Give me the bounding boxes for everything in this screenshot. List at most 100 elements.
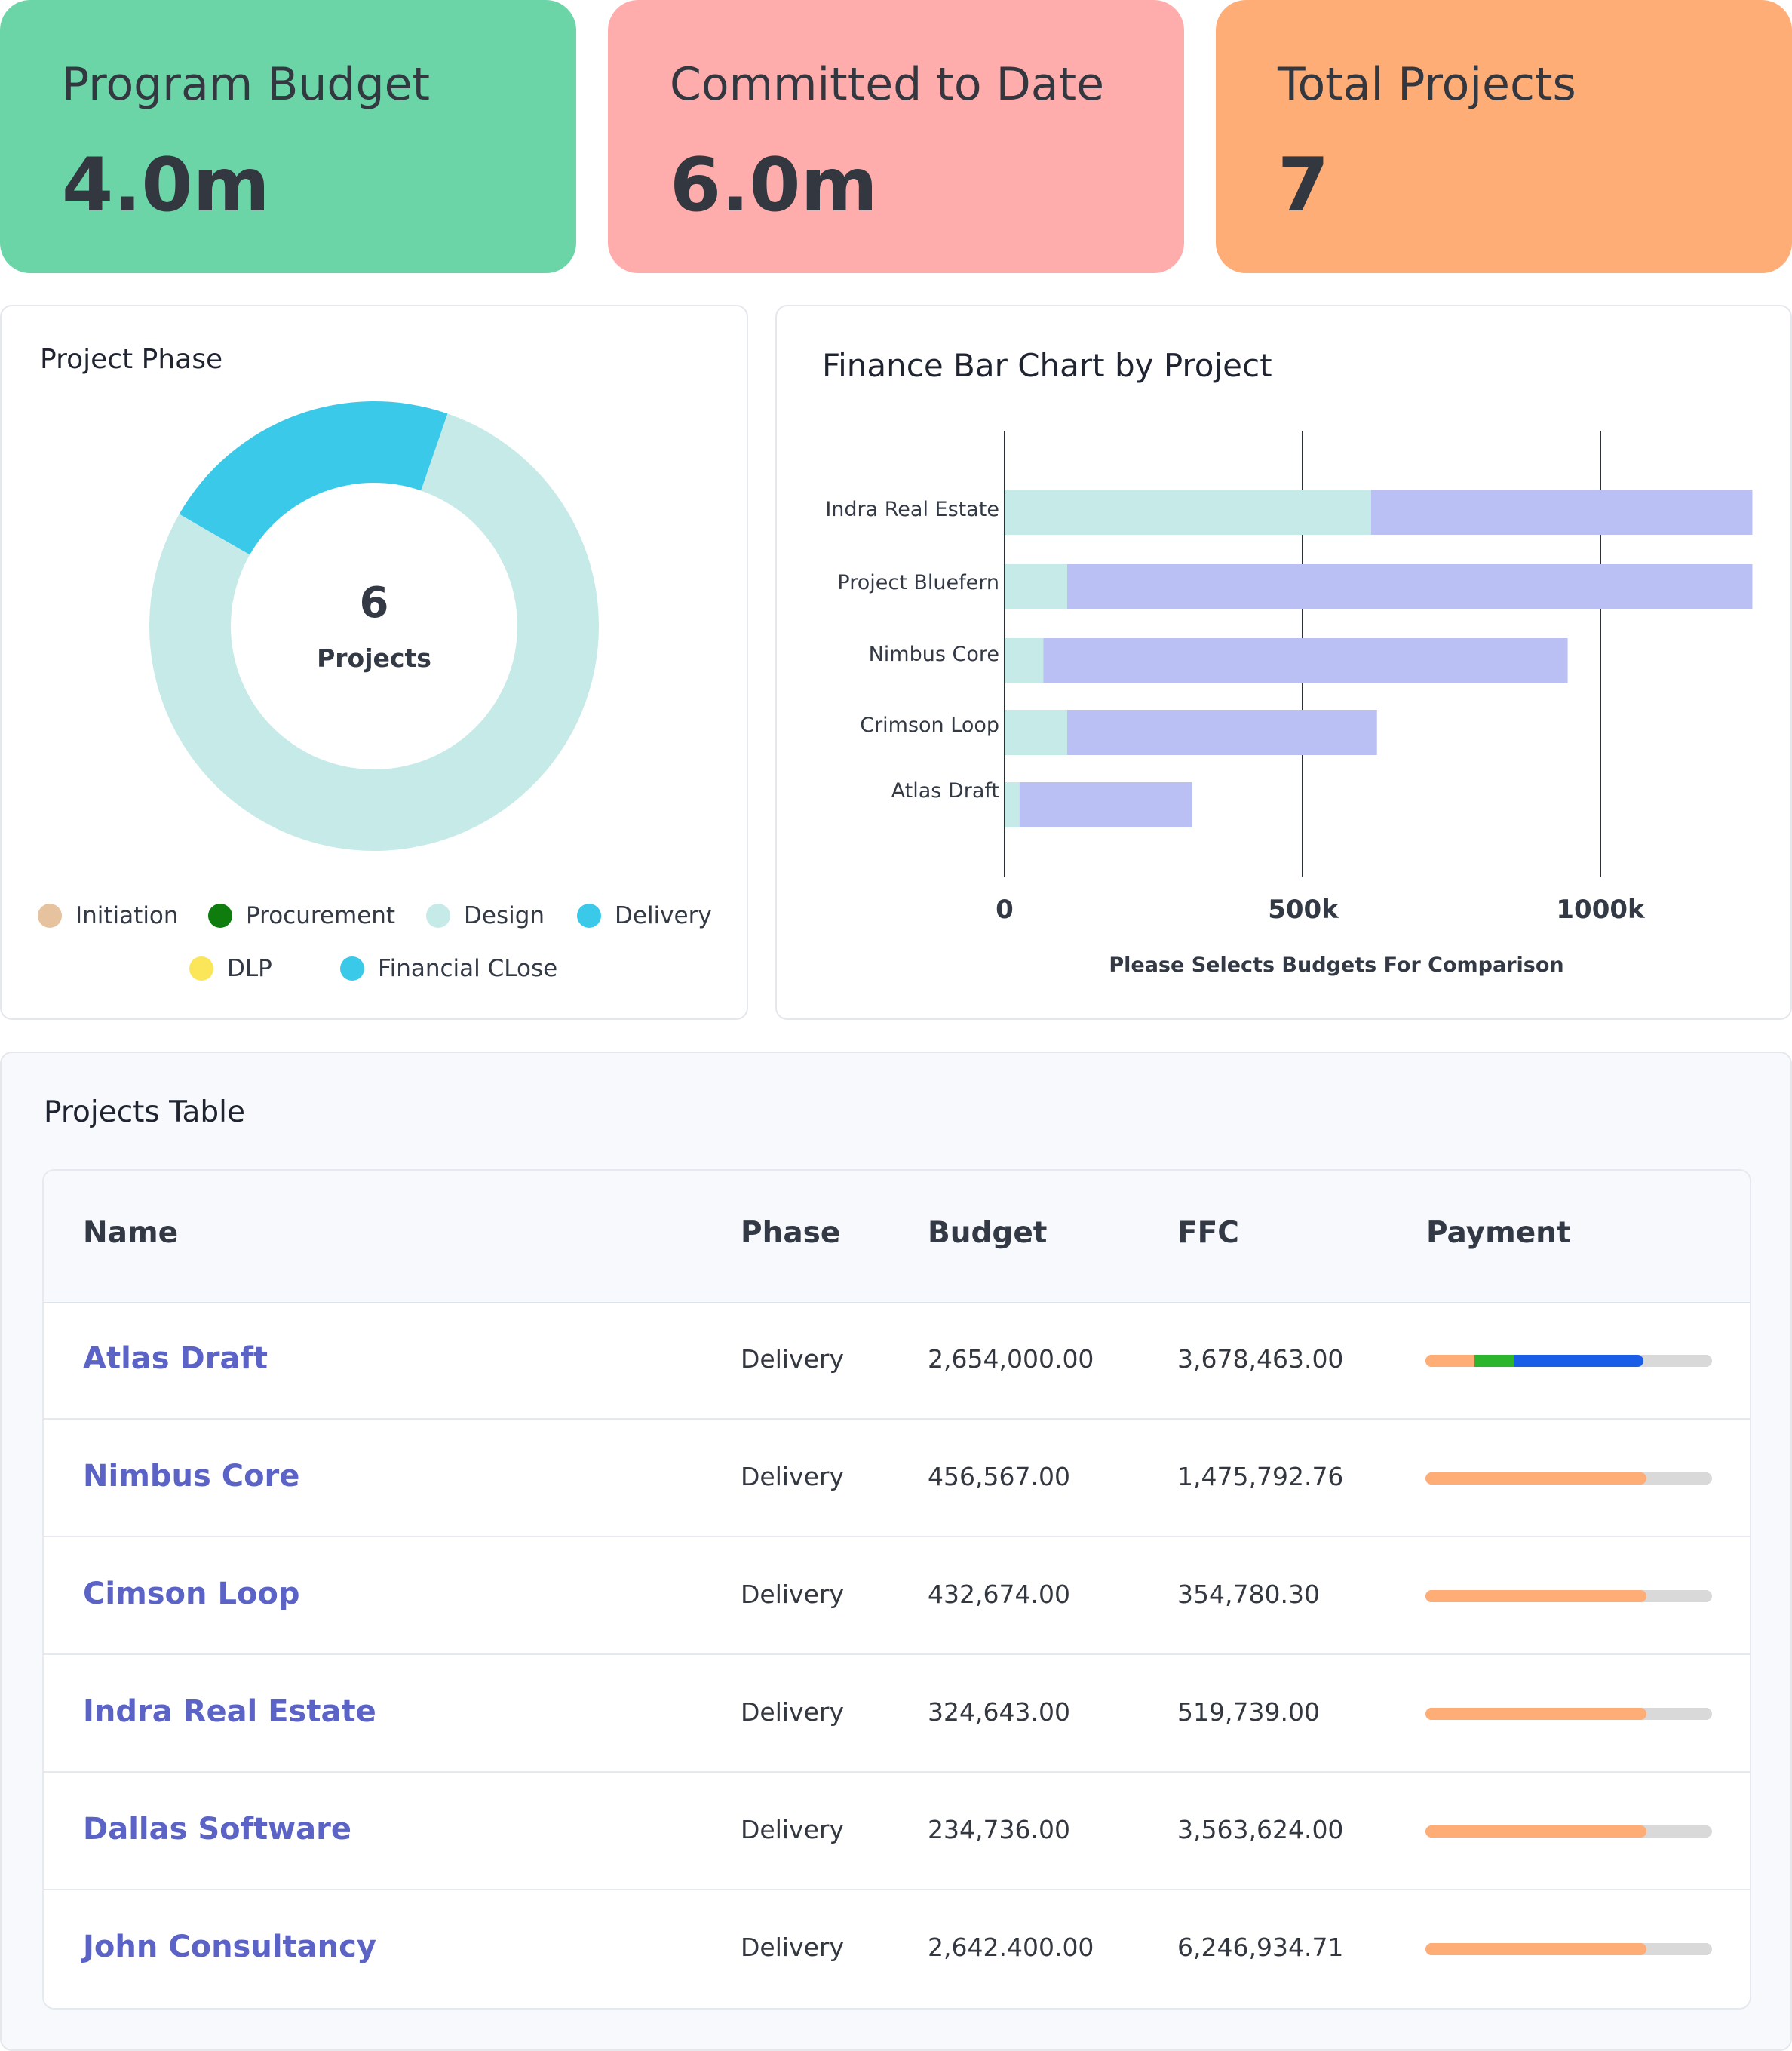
- legend-delivery-label: Delivery: [615, 902, 712, 929]
- payment-segment: [1425, 1825, 1646, 1838]
- project-name-link[interactable]: Atlas Draft: [83, 1341, 268, 1376]
- legend-procurement[interactable]: Procurement: [208, 902, 395, 929]
- project-ffc: 6,246,934.71: [1177, 1933, 1344, 1962]
- total-projects-label: Total Projects: [1278, 58, 1576, 111]
- payment-progress-bar: [1425, 1825, 1712, 1838]
- project-phase-panel: Project Phase 6 Projects Initiation Proc…: [0, 305, 748, 1020]
- legend-financial-close-label: Financial CLose: [378, 955, 558, 982]
- column-header-phase[interactable]: Phase: [741, 1216, 841, 1250]
- legend-delivery[interactable]: Delivery: [577, 902, 712, 929]
- y-label-indra-real-estate: Indra Real Estate: [825, 498, 999, 521]
- y-label-atlas-draft: Atlas Draft: [891, 779, 999, 803]
- finance-chart-title: Finance Bar Chart by Project: [822, 347, 1272, 384]
- project-budget: 2,642.400.00: [928, 1933, 1094, 1962]
- bar-atlas-draft-committed[interactable]: [1005, 782, 1020, 827]
- total-projects-card: Total Projects 7: [1216, 0, 1792, 273]
- donut-slice-design[interactable]: [149, 413, 600, 851]
- project-name-link[interactable]: Nimbus Core: [83, 1459, 300, 1494]
- column-header-ffc[interactable]: FFC: [1177, 1216, 1239, 1250]
- legend-dlp[interactable]: DLP: [189, 955, 272, 982]
- projects-table: Name Phase Budget FFC Payment Atlas Draf…: [42, 1169, 1751, 2010]
- legend-design-label: Design: [464, 902, 545, 929]
- project-phase: Delivery: [741, 1933, 844, 1962]
- donut-center-value: 6: [360, 579, 389, 628]
- project-name-link[interactable]: John Consultancy: [83, 1930, 376, 1964]
- project-phase: Delivery: [741, 1462, 844, 1491]
- project-ffc: 519,739.00: [1177, 1697, 1320, 1727]
- payment-segment: [1474, 1355, 1514, 1367]
- payment-progress-bar: [1425, 1708, 1712, 1720]
- bar-indra-real-estate-budget[interactable]: [1370, 490, 1753, 535]
- payment-segment: [1425, 1472, 1646, 1485]
- legend-dlp-dot: [189, 956, 213, 981]
- chart-y-labels: Indra Real Estate Project Bluefern Nimbu…: [777, 306, 999, 1021]
- legend-initiation-dot: [38, 904, 62, 928]
- legend-delivery-dot: [577, 904, 601, 928]
- project-phase: Delivery: [741, 1580, 844, 1609]
- table-row[interactable]: Indra Real Estate Delivery 324,643.00 51…: [44, 1655, 1750, 1773]
- column-header-name[interactable]: Name: [83, 1216, 179, 1250]
- committed-to-date-value: 6.0m: [670, 143, 878, 229]
- bar-nimbus-core-budget[interactable]: [1043, 638, 1568, 683]
- project-budget: 2,654,000.00: [928, 1344, 1094, 1374]
- x-tick-500k: 500k: [1268, 895, 1339, 925]
- payment-progress-bar: [1425, 1943, 1712, 1955]
- program-budget-value: 4.0m: [62, 143, 270, 229]
- project-name-link[interactable]: Dallas Software: [83, 1812, 351, 1847]
- payment-progress-bar: [1425, 1590, 1712, 1602]
- table-row[interactable]: Cimson Loop Delivery 432,674.00 354,780.…: [44, 1537, 1750, 1655]
- project-ffc: 3,678,463.00: [1177, 1344, 1344, 1374]
- project-budget: 324,643.00: [928, 1697, 1070, 1727]
- bar-crimson-loop-committed[interactable]: [1005, 710, 1067, 755]
- project-budget: 432,674.00: [928, 1580, 1070, 1609]
- bar-nimbus-core-committed[interactable]: [1005, 638, 1044, 683]
- program-budget-label: Program Budget: [62, 58, 431, 111]
- legend-design[interactable]: Design: [426, 902, 545, 929]
- project-phase: Delivery: [741, 1344, 844, 1374]
- project-ffc: 3,563,624.00: [1177, 1815, 1344, 1844]
- project-phase: Delivery: [741, 1697, 844, 1727]
- finance-chart-panel: Finance Bar Chart by Project Indra Real …: [775, 305, 1792, 1020]
- column-header-payment[interactable]: Payment: [1426, 1216, 1571, 1250]
- y-label-nimbus-core: Nimbus Core: [868, 643, 999, 666]
- legend-procurement-label: Procurement: [246, 902, 396, 929]
- x-tick-0: 0: [996, 895, 1014, 925]
- project-name-link[interactable]: Cimson Loop: [83, 1577, 300, 1611]
- table-row[interactable]: Nimbus Core Delivery 456,567.00 1,475,79…: [44, 1420, 1750, 1537]
- project-name-link[interactable]: Indra Real Estate: [83, 1694, 376, 1729]
- project-phase: Delivery: [741, 1815, 844, 1844]
- table-row[interactable]: Atlas Draft Delivery 2,654,000.00 3,678,…: [44, 1302, 1750, 1420]
- table-row[interactable]: John Consultancy Delivery 2,642.400.00 6…: [44, 1890, 1750, 2008]
- payment-segment: [1425, 1590, 1646, 1602]
- project-budget: 234,736.00: [928, 1815, 1070, 1844]
- legend-dlp-label: DLP: [227, 955, 272, 982]
- total-projects-value: 7: [1278, 143, 1330, 229]
- table-header-row: Name Phase Budget FFC Payment: [44, 1171, 1750, 1303]
- legend-design-dot: [426, 904, 450, 928]
- bar-project-bluefern-budget[interactable]: [1066, 564, 1753, 609]
- payment-progress-bar: [1425, 1472, 1712, 1485]
- table-row[interactable]: Dallas Software Delivery 234,736.00 3,56…: [44, 1773, 1750, 1890]
- bar-crimson-loop-budget[interactable]: [1066, 710, 1377, 755]
- y-label-crimson-loop: Crimson Loop: [860, 714, 999, 737]
- y-label-project-bluefern: Project Bluefern: [837, 571, 999, 594]
- chart-footer-caption: Please Selects Budgets For Comparison: [1109, 953, 1564, 977]
- legend-initiation[interactable]: Initiation: [38, 902, 179, 929]
- project-ffc: 354,780.30: [1177, 1580, 1320, 1609]
- bar-atlas-draft-budget[interactable]: [1019, 782, 1192, 827]
- payment-segment: [1514, 1355, 1643, 1367]
- legend-financial-close[interactable]: Financial CLose: [340, 955, 557, 982]
- column-header-budget[interactable]: Budget: [928, 1216, 1048, 1250]
- payment-segment: [1425, 1708, 1646, 1720]
- project-budget: 456,567.00: [928, 1462, 1070, 1491]
- legend-financial-close-dot: [340, 956, 364, 981]
- donut-slice-delivery[interactable]: [179, 401, 448, 555]
- project-ffc: 1,475,792.76: [1177, 1462, 1344, 1491]
- project-phase-donut: 6 Projects: [149, 401, 600, 851]
- legend-initiation-label: Initiation: [75, 902, 179, 929]
- donut-center-label: Projects: [317, 643, 431, 673]
- bar-indra-real-estate-committed[interactable]: [1005, 490, 1371, 535]
- program-budget-card: Program Budget 4.0m: [0, 0, 576, 273]
- bar-project-bluefern-committed[interactable]: [1005, 564, 1067, 609]
- committed-to-date-label: Committed to Date: [670, 58, 1105, 111]
